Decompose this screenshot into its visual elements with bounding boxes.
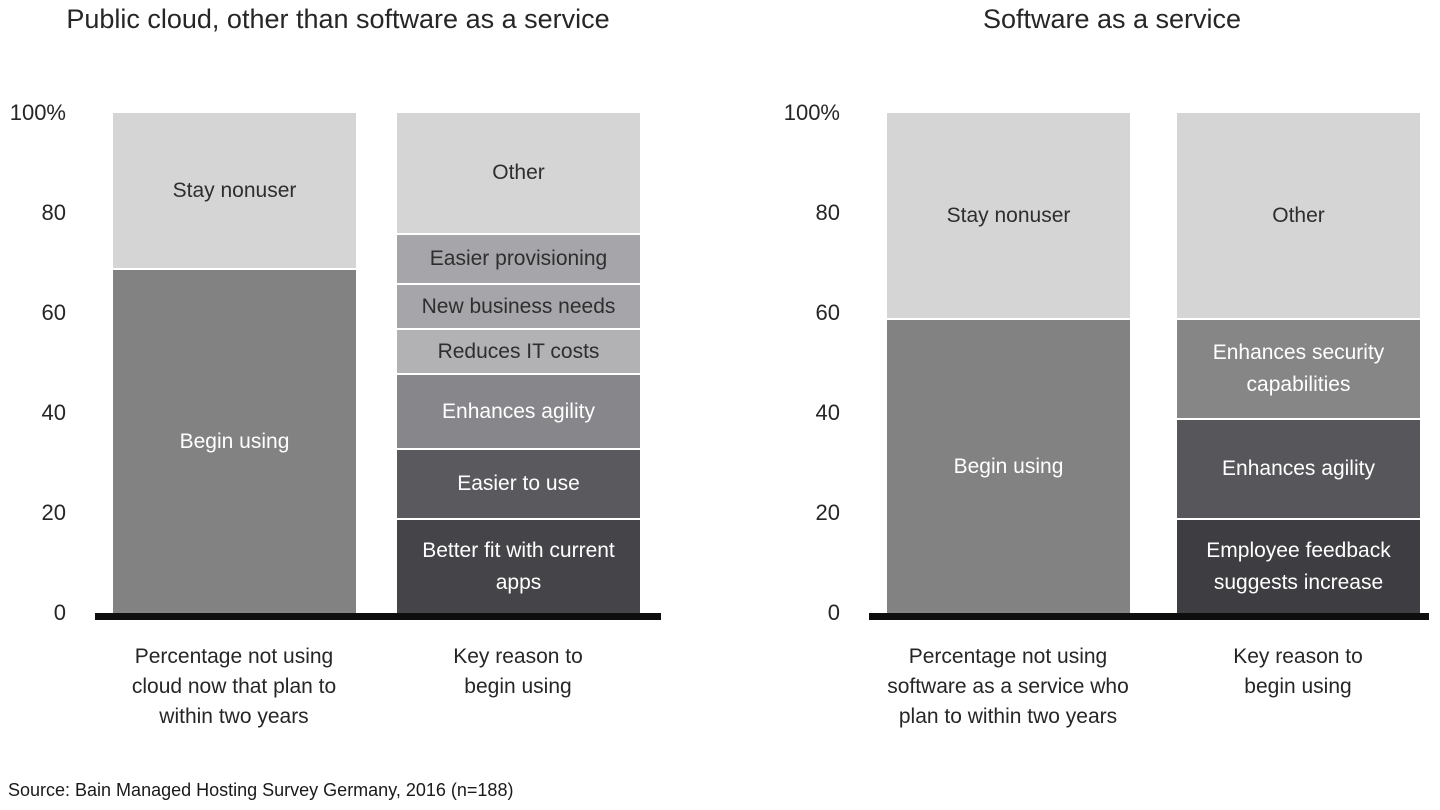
bar-segment: Easier provisioning [397,233,640,283]
bar-segment: Stay nonuser [113,113,356,268]
y-axis: 100% 80 60 40 20 0 [0,0,66,625]
bar-segment: Begin using [887,318,1130,613]
x-axis-line [95,613,661,620]
chart-saas: Software as a service 100% 80 60 40 20 0 Stay… [774,0,1440,770]
bar-segment: Enhances security capabilities [1177,318,1420,418]
category-label: Key reason to begin using [453,645,583,698]
y-tick-label: 60 [41,300,66,325]
bar-segment: Other [397,113,640,233]
y-tick-label: 100% [783,100,840,125]
category-label: Percentage not using cloud now that plan… [131,645,337,728]
chart-title: Public cloud, other than software as a s… [66,4,610,34]
category-label: Key reason to begin using [1233,645,1363,698]
bar-segment: New business needs [397,283,640,328]
y-tick-label: 60 [815,300,840,325]
y-tick-label: 80 [815,200,840,225]
x-axis-line [869,613,1429,620]
y-axis: 100% 80 60 40 20 0 [774,0,840,625]
stacked-bar-key-reasons: Other Easier provisioning New business nee… [397,113,640,613]
chart-title: Software as a service [982,4,1242,34]
category-label: Percentage not using software as a servi… [887,645,1129,728]
y-tick-label: 0 [827,600,840,625]
y-tick-label: 40 [41,400,66,425]
y-tick-label: 80 [41,200,66,225]
bar-segment: Enhances agility [397,373,640,448]
y-tick-label: 40 [815,400,840,425]
bar-segment: Employee feedback suggests increase [1177,518,1420,613]
stacked-bar-plan-to-use: Stay nonuser Begin using [113,113,356,613]
y-tick-label: 20 [815,500,840,525]
bar-segment: Better fit with current apps [397,518,640,613]
chart-public-cloud: Public cloud, other than software as a s… [0,0,720,770]
stacked-bar-plan-to-use: Stay nonuser Begin using [887,113,1130,613]
bar-segment: Enhances agility [1177,418,1420,518]
y-tick-label: 100% [9,100,66,125]
stacked-bar-key-reasons: Other Enhances security capabilities Enhan… [1177,113,1420,613]
bar-segment: Other [1177,113,1420,318]
bar-segment: Easier to use [397,448,640,518]
y-tick-label: 0 [53,600,66,625]
bar-segment: Begin using [113,268,356,613]
bar-segment: Reduces IT costs [397,328,640,373]
bar-segment: Stay nonuser [887,113,1130,318]
source-note: Source: Bain Managed Hosting Survey Germ… [8,780,514,800]
y-tick-label: 20 [41,500,66,525]
